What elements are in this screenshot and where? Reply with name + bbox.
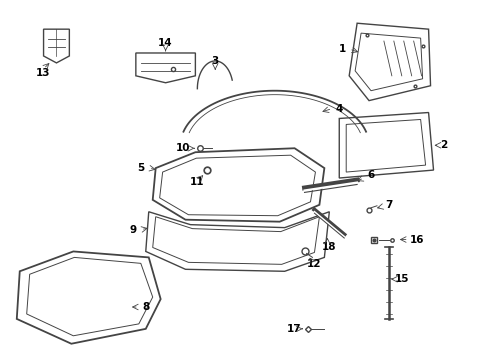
Text: 7: 7 [385, 200, 392, 210]
Text: 8: 8 [142, 302, 149, 312]
Text: 15: 15 [394, 274, 408, 284]
Text: 17: 17 [287, 324, 301, 334]
Text: 14: 14 [158, 38, 173, 48]
Text: 13: 13 [36, 68, 51, 78]
Text: 5: 5 [137, 163, 144, 173]
Text: 16: 16 [408, 234, 423, 244]
Text: 2: 2 [439, 140, 446, 150]
Text: 4: 4 [335, 104, 342, 113]
Text: 3: 3 [211, 56, 219, 66]
Text: 18: 18 [322, 243, 336, 252]
Text: 11: 11 [190, 177, 204, 187]
Text: 12: 12 [306, 259, 321, 269]
Text: 9: 9 [129, 225, 136, 235]
Text: 6: 6 [366, 170, 374, 180]
Text: 1: 1 [338, 44, 345, 54]
Text: 10: 10 [176, 143, 190, 153]
